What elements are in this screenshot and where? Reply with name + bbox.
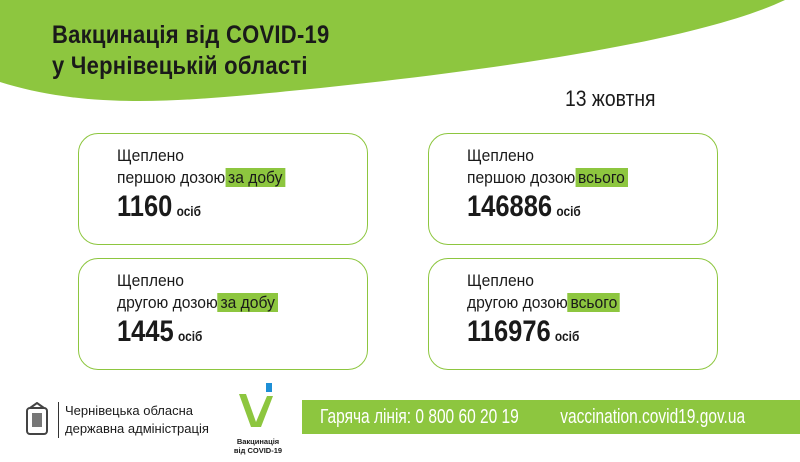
card-unit: осіб xyxy=(554,328,580,344)
card-label: першою дозою xyxy=(117,168,226,187)
card-value: 116976 xyxy=(467,315,551,348)
website-link[interactable]: vaccination.covid19.gov.ua xyxy=(560,406,746,428)
card-label: Щеплено xyxy=(117,271,185,290)
vaccination-logo: Вакцинація від COVID-19 xyxy=(228,382,288,455)
coat-of-arms-icon xyxy=(26,402,48,435)
title-line-2: у Чернівецькій області xyxy=(52,52,308,80)
date-label: 13 жовтня xyxy=(565,86,656,111)
card-unit: осіб xyxy=(556,203,581,219)
card-first-dose-daily: Щеплено першою дозою за добу 1160 осіб xyxy=(78,133,368,245)
card-label: першою дозою xyxy=(467,168,576,187)
logo-caption: від COVID-19 xyxy=(233,446,283,455)
card-label: Щеплено xyxy=(467,146,535,165)
card-second-dose-daily: Щеплено другою дозою за добу 1445 осіб xyxy=(78,258,368,370)
card-value: 1160 xyxy=(117,190,173,223)
hotline-text: Гаряча лінія: 0 800 60 20 19 xyxy=(320,406,519,428)
card-highlight: всього xyxy=(567,293,621,312)
card-unit: осіб xyxy=(177,328,203,344)
card-value: 146886 xyxy=(467,190,553,223)
card-value: 1445 xyxy=(117,315,174,348)
logo-caption: Вакцинація xyxy=(236,437,280,446)
card-first-dose-total: Щеплено першою дозою всього 146886 осіб xyxy=(428,133,718,245)
page-title: Вакцинація від COVID-19 у Чернівецькій о… xyxy=(52,20,330,82)
hotline-banner: Гаряча лінія: 0 800 60 20 19 vaccination… xyxy=(302,400,800,434)
org-name-line-1: Чернівецька обласна xyxy=(65,403,194,418)
card-highlight: всього xyxy=(575,168,628,187)
card-unit: осіб xyxy=(176,203,201,219)
card-highlight: за добу xyxy=(217,293,278,312)
card-second-dose-total: Щеплено другою дозою всього 116976 осіб xyxy=(428,258,718,370)
title-line-1: Вакцинація від COVID-19 xyxy=(52,21,330,49)
org-name-line-2: державна адміністрація xyxy=(65,421,209,436)
v-logo-icon xyxy=(239,383,273,427)
card-label: Щеплено xyxy=(117,146,185,165)
card-label: Щеплено xyxy=(467,271,535,290)
green-header-shape xyxy=(0,0,785,101)
card-label: другою дозою xyxy=(467,293,568,312)
org-block: Чернівецька обласна державна адміністрац… xyxy=(22,402,209,438)
card-label: другою дозою xyxy=(117,293,218,312)
card-highlight: за добу xyxy=(225,168,286,187)
